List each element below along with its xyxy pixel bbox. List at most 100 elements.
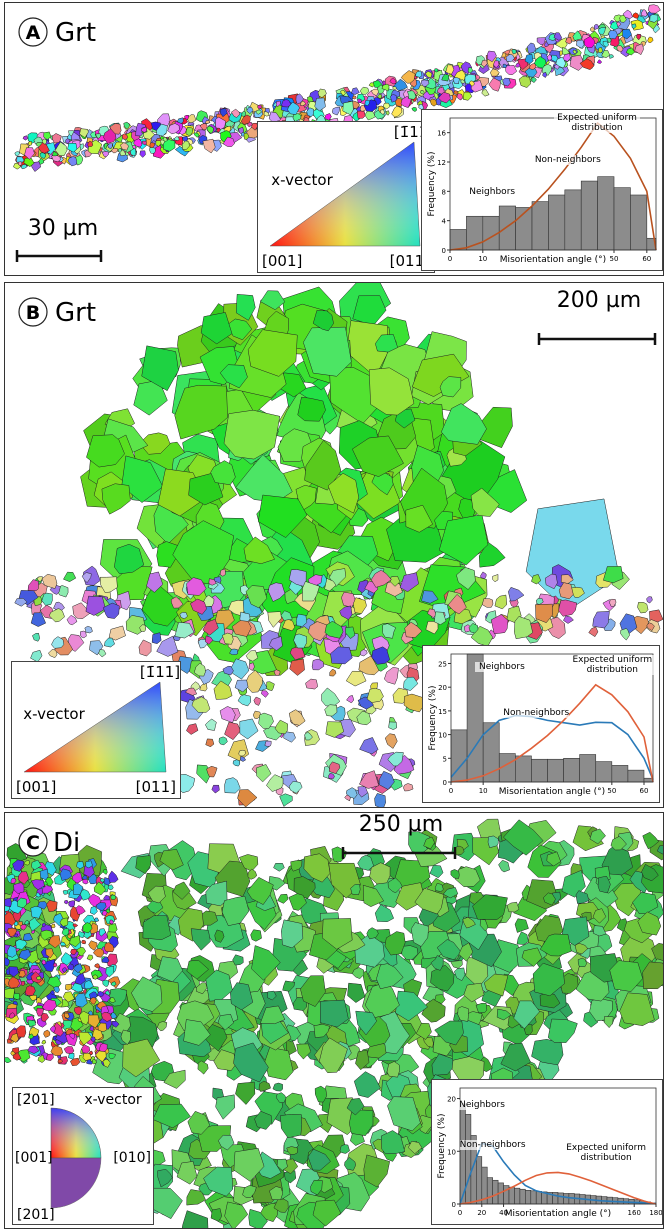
grain: [224, 410, 280, 459]
grain: [280, 794, 293, 807]
grain: [212, 785, 220, 793]
ipf-corner: [001]: [262, 252, 302, 270]
grain: [499, 860, 510, 872]
bar: [628, 770, 644, 782]
grain: [357, 111, 365, 119]
grain: [90, 906, 97, 914]
scale-bar: [17, 250, 101, 262]
grain: [389, 722, 397, 730]
ipf-title: x-vector: [271, 171, 333, 189]
x-tick-label: 60: [640, 787, 649, 795]
grain: [203, 139, 216, 153]
y-tick-label: 15: [438, 708, 447, 716]
bar: [515, 756, 531, 782]
bar: [450, 229, 466, 250]
grain: [482, 599, 493, 608]
grain: [36, 976, 41, 980]
x-tick-label: 10: [479, 787, 488, 795]
bar: [548, 195, 564, 250]
grain: [191, 929, 210, 951]
ipf-corner: [010]: [113, 1150, 151, 1166]
y-tick-label: 10: [438, 732, 447, 740]
panel-label: A: [26, 22, 41, 44]
annotation: Expected uniform distribution: [554, 113, 640, 133]
annotation: Non-neighbors: [460, 1140, 526, 1150]
grain: [64, 900, 68, 904]
grain: [216, 1095, 235, 1120]
annotation: Expected uniform distribution: [563, 1143, 649, 1163]
grain: [69, 901, 75, 907]
grain: [50, 1026, 55, 1033]
grain: [239, 750, 246, 756]
y-tick-label: 12: [437, 159, 446, 167]
grain: [63, 572, 75, 582]
grain: [647, 597, 653, 604]
bar: [614, 188, 630, 250]
bar: [565, 190, 581, 250]
grain: [298, 397, 326, 421]
grain: [233, 955, 244, 965]
grain: [85, 626, 93, 633]
bar: [509, 1187, 514, 1204]
ipf-triangle: [270, 142, 420, 246]
bar: [547, 759, 563, 782]
ipf-svg: x-vector[001][011][1̄11]: [258, 122, 434, 272]
grain: [537, 38, 545, 45]
grain: [403, 783, 413, 791]
grain: [240, 719, 258, 739]
grain: [261, 691, 268, 698]
y-tick-label: 0: [442, 247, 446, 255]
grain: [102, 484, 130, 515]
grain: [360, 737, 379, 754]
grain: [265, 741, 271, 746]
grain: [103, 980, 109, 987]
ipf-quadrant: [51, 1108, 101, 1158]
grain: [351, 88, 359, 95]
grain: [548, 1019, 577, 1043]
grain: [109, 871, 119, 883]
grain: [597, 60, 601, 64]
grain: [200, 684, 207, 692]
grain: [99, 650, 106, 658]
grain: [353, 598, 366, 614]
bar: [476, 1157, 481, 1204]
annotation: Neighbors: [475, 662, 529, 672]
grain: [273, 1083, 283, 1091]
bar: [581, 181, 597, 250]
grain: [82, 940, 86, 944]
grain: [38, 1055, 45, 1063]
grain: [76, 906, 86, 915]
chart: 04812160105060Misorientation angle (°)Fr…: [421, 109, 663, 271]
grain: [482, 90, 489, 97]
grain: [274, 863, 285, 871]
grain: [111, 895, 116, 900]
grain: [251, 930, 262, 942]
grain: [219, 737, 227, 745]
grain: [648, 37, 654, 43]
grain: [384, 667, 398, 684]
grain: [268, 612, 282, 628]
grain: [638, 602, 649, 613]
grain: [222, 896, 249, 926]
bar: [564, 758, 580, 782]
grain: [532, 1039, 564, 1065]
x-tick-label: 50: [607, 787, 616, 795]
grain: [23, 136, 28, 141]
grain: [152, 633, 161, 644]
scale-bar-label: 30 µm: [28, 216, 98, 241]
grain: [42, 1040, 46, 1044]
grain: [604, 1017, 613, 1028]
x-tick-label: 10: [478, 255, 487, 263]
annotation: Non-neighbors: [503, 708, 569, 718]
ipf-legend: x-vector[001][011][1̄11]: [11, 661, 181, 799]
bar: [520, 1189, 525, 1204]
y-axis-label: Frequency (%): [437, 1114, 447, 1179]
ipf-corner: [011]: [136, 778, 176, 796]
grain: [248, 869, 257, 879]
scale-bar-label: 250 µm: [359, 813, 443, 837]
panel: AGrt30 µmx-vector[001][011][1̄11]0481216…: [4, 2, 664, 276]
grain: [238, 695, 251, 706]
bar: [531, 759, 547, 782]
grain: [508, 587, 524, 601]
